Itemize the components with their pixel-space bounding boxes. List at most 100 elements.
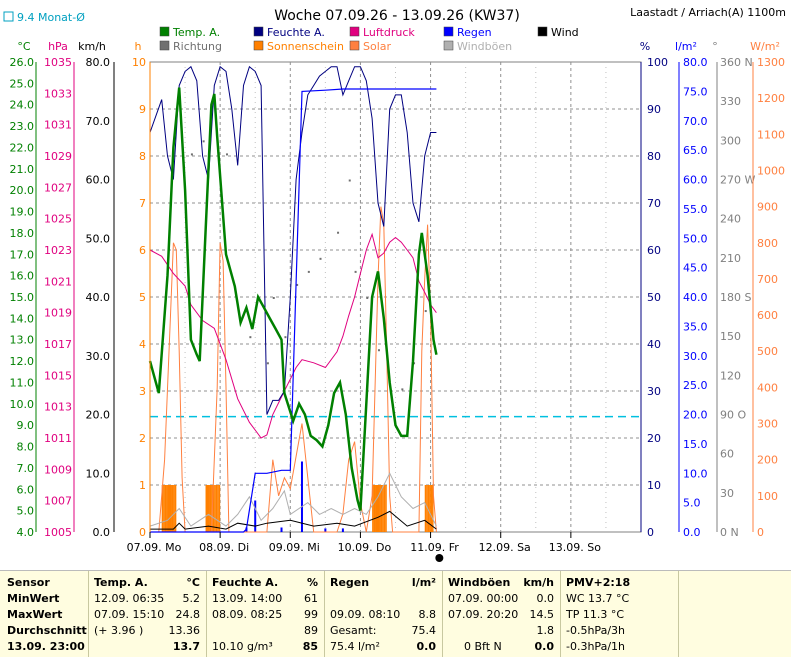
sunshine-bar xyxy=(373,485,376,532)
hpa-axis-tick: 1005 xyxy=(44,526,72,539)
rain-total-line xyxy=(150,88,437,533)
deg-axis-tick: 300 xyxy=(720,134,741,147)
sunshine-bar xyxy=(380,485,383,532)
hpa-axis-tick: 1009 xyxy=(44,463,72,476)
direction-point xyxy=(366,297,369,299)
hour-axis-tick: 3 xyxy=(139,385,146,398)
lm2-axis-tick: 75.0 xyxy=(683,85,708,98)
pmv-pressure-1h: -0.3hPa/1h xyxy=(566,640,625,653)
hpa-axis-tick: 1021 xyxy=(44,275,72,288)
hpa-axis-tick: 1015 xyxy=(44,369,72,382)
hour-axis-tick: 1 xyxy=(139,479,146,492)
temp-current-value: 13.7 xyxy=(172,640,200,653)
lm2-axis-tick: 10.0 xyxy=(683,467,708,480)
hum-min-time: 14:00 xyxy=(250,592,283,605)
sunshine-bar xyxy=(427,485,430,532)
humidity-line xyxy=(149,65,437,415)
lm2-axis-tick: 55.0 xyxy=(683,203,708,216)
gust-bft-text: 0 Bft N xyxy=(464,640,502,653)
sunshine-bar xyxy=(205,485,208,532)
kmh-axis-tick: 10.0 xyxy=(86,467,111,480)
stats-avg-label: Durchschnitt xyxy=(7,624,87,637)
hour-axis-tick: 9 xyxy=(139,103,146,116)
sunshine-bar xyxy=(430,485,433,532)
temp-axis-tick: 17.0 xyxy=(10,248,35,261)
temp-axis-tick: 24.0 xyxy=(10,99,35,112)
gust-avg-value: 1.8 xyxy=(536,624,555,637)
legend-swatch xyxy=(443,40,454,51)
day-label: 10.09. Do xyxy=(338,541,392,554)
hpa-axis-tick: 1023 xyxy=(44,244,72,257)
deg-axis-tick: 360 N xyxy=(720,56,753,69)
pmv-dewpoint: TP 11.3 °C xyxy=(566,608,625,621)
wm2-axis-tick: 0 xyxy=(757,526,764,539)
kmh-axis-tick: 80.0 xyxy=(86,56,111,69)
sunshine-bar xyxy=(424,485,427,532)
hum-max-time: 08:25 xyxy=(250,608,283,621)
legend-swatch xyxy=(349,26,360,37)
kmh-axis-tick: 20.0 xyxy=(86,409,111,422)
temp-axis-tick: 11.0 xyxy=(10,376,35,389)
pct-axis-tick: 0 xyxy=(647,526,654,539)
lm2-axis-tick: 65.0 xyxy=(683,144,708,157)
hour-axis-tick: 0 xyxy=(139,526,146,539)
gust-max-time: 20:20 xyxy=(486,608,519,621)
pct-axis-tick: 50 xyxy=(647,291,661,304)
temp-axis-tick: 22.0 xyxy=(10,141,35,154)
direction-point xyxy=(272,297,275,299)
chart-grid xyxy=(149,61,642,533)
hum-min-value: 61 xyxy=(304,592,318,605)
monthavg-checkbox[interactable] xyxy=(3,11,14,22)
legend-label: Luftdruck xyxy=(363,26,415,39)
sunshine-bar xyxy=(218,485,221,532)
axes: 4.05.06.07.08.09.010.011.012.013.014.015… xyxy=(10,40,785,562)
direction-point xyxy=(296,283,299,286)
sunshine-bar xyxy=(375,485,377,532)
wm2-axis-tick: 1000 xyxy=(757,164,785,177)
chart-title: Woche 07.09.26 - 13.09.26 (KW37) xyxy=(274,8,520,24)
pmv-windchill: WC 13.7 °C xyxy=(566,592,630,605)
series-low xyxy=(161,140,434,532)
hpa-axis-tick: 1007 xyxy=(44,495,72,508)
temp-axis-tick: 9.0 xyxy=(17,419,35,432)
pct-axis-tick: 60 xyxy=(647,244,661,257)
legend-label: Windböen xyxy=(457,40,512,53)
deg-axis-tick: 240 xyxy=(720,213,741,226)
day-label: 12.09. Sa xyxy=(479,541,531,554)
temp-axis-tick: 6.0 xyxy=(17,483,35,496)
direction-point xyxy=(202,140,205,143)
hum-avg-value: 89 xyxy=(304,624,318,637)
deg-axis-tick: 150 xyxy=(720,330,741,343)
legend-label: Regen xyxy=(457,26,492,39)
rain-bar xyxy=(300,461,303,532)
deg-axis-tick: 180 S xyxy=(720,291,751,304)
stats-panel: Sensor MinWert MaxWert Durchschnitt 13.0… xyxy=(0,570,791,657)
wm2-axis-tick: 600 xyxy=(757,309,778,322)
stats-max-label: MaxWert xyxy=(7,608,63,621)
direction-point xyxy=(377,349,380,352)
wm2-axis-tick: 400 xyxy=(757,381,778,394)
gust-unit: km/h xyxy=(523,576,554,589)
legend-swatch xyxy=(537,26,548,37)
temp-axis-tick: 18.0 xyxy=(10,227,35,240)
pmv-pressure-3h: -0.5hPa/3h xyxy=(566,624,625,637)
direction-point xyxy=(225,153,228,156)
direction-point xyxy=(307,270,310,273)
lm2-axis-tick: 35.0 xyxy=(683,320,708,333)
gust-max-value: 14.5 xyxy=(529,608,555,621)
sunshine-bar xyxy=(382,485,384,532)
rain-bar xyxy=(254,500,257,532)
axis-unit-lm2_unit: l/m² xyxy=(675,40,697,53)
sunshine-bar xyxy=(376,485,379,532)
temp-axis-tick: 26.0 xyxy=(10,56,35,69)
legend-label: Feuchte A. xyxy=(267,26,325,39)
legend-label: Solar xyxy=(363,40,392,53)
axis-unit-temp_unit: °C xyxy=(17,40,31,53)
hpa-axis-tick: 1033 xyxy=(44,87,72,100)
wm2-axis-tick: 1100 xyxy=(757,128,785,141)
sunshine-bar xyxy=(167,485,170,532)
rain-unit: l/m² xyxy=(411,576,436,589)
wm2-axis-tick: 500 xyxy=(757,345,778,358)
gust-min-date: 07.09. xyxy=(448,592,483,605)
sunshine-bar xyxy=(217,485,219,532)
